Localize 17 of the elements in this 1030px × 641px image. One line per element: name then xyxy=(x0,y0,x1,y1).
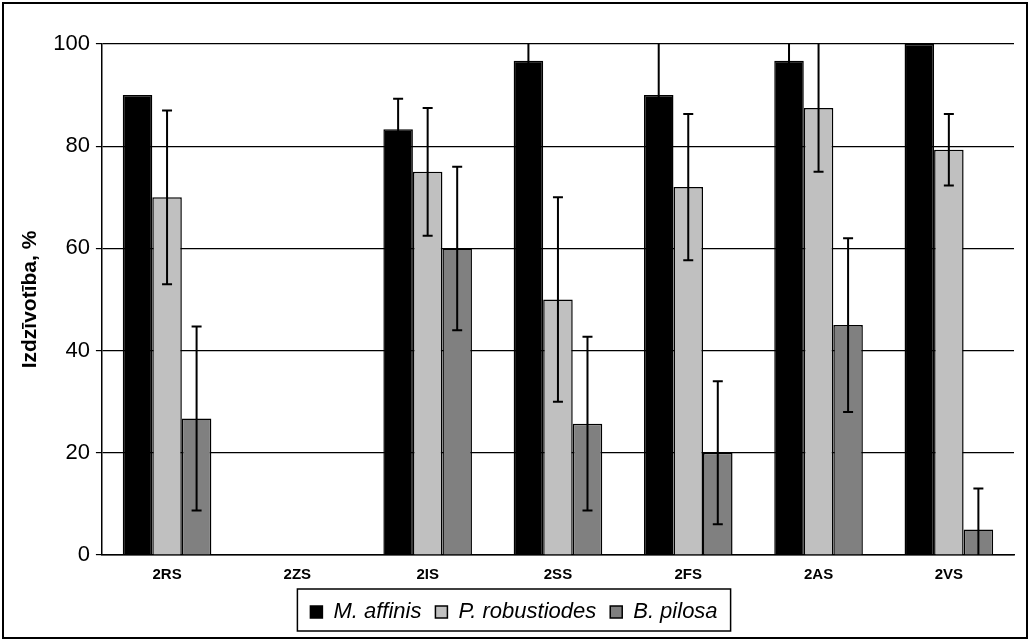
x-tick-label: 2RS xyxy=(152,565,182,583)
y-tick-label: 80 xyxy=(65,132,90,158)
y-tick-label: 0 xyxy=(77,541,90,567)
legend-label: B. pilosa xyxy=(633,598,718,624)
x-tick-label: 2ZS xyxy=(283,565,312,583)
y-tick-label: 100 xyxy=(53,30,90,56)
x-tick-label: 2VS xyxy=(934,565,964,583)
x-tick-label: 2FS xyxy=(674,565,703,583)
x-tick-label: 2AS xyxy=(803,565,834,583)
x-tick-label: 2IS xyxy=(416,565,439,583)
y-tick-label: 40 xyxy=(65,336,90,362)
legend-label: P. robustiodes xyxy=(458,598,597,624)
y-axis-title: Izdzīvotība, % xyxy=(17,230,41,369)
y-tick-label: 20 xyxy=(65,438,90,464)
y-tick-label: 60 xyxy=(65,234,90,260)
legend-label: M. affinis xyxy=(333,598,422,624)
x-tick-label: 2SS xyxy=(543,565,573,583)
